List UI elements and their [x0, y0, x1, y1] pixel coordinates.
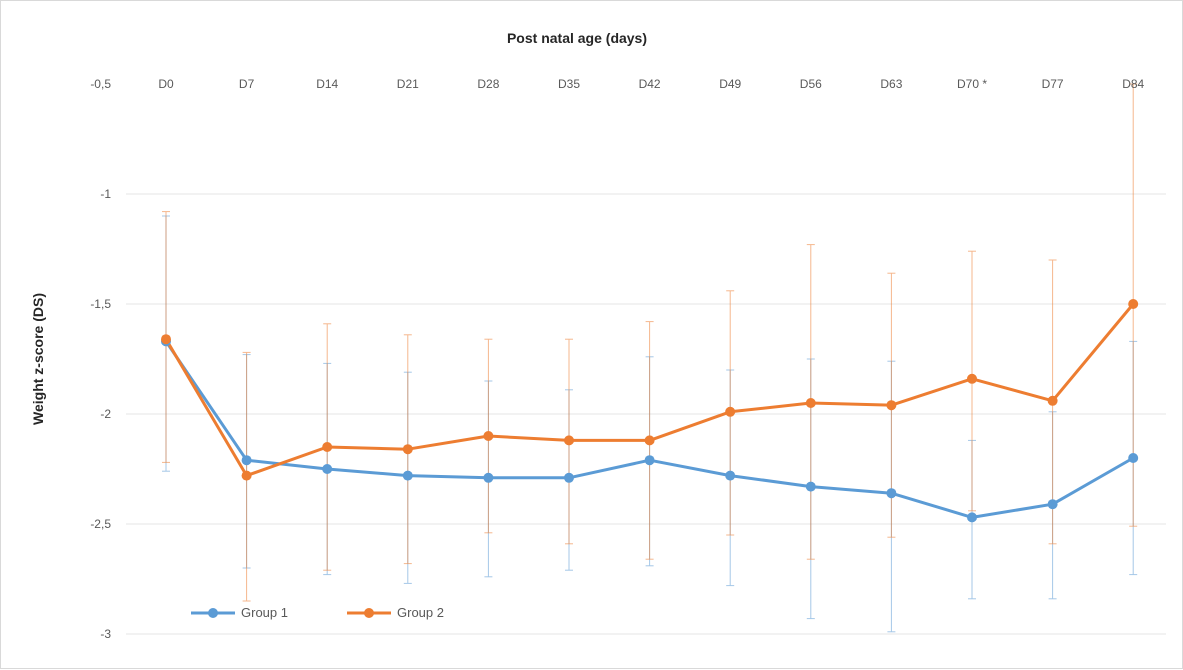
data-point — [805, 398, 816, 408]
x-tick-label: D70 * — [957, 77, 987, 91]
data-point — [241, 470, 252, 481]
data-point — [967, 373, 977, 384]
data-point — [644, 435, 655, 446]
data-point — [483, 472, 494, 483]
data-point — [322, 464, 333, 474]
y-tick-label: -2 — [100, 407, 111, 421]
error-bars — [162, 83, 1138, 633]
data-point — [322, 442, 333, 452]
x-tick-label: D14 — [316, 77, 338, 91]
x-tick-label: D21 — [397, 77, 419, 91]
data-point — [1047, 395, 1058, 406]
x-tick-label: D49 — [719, 77, 741, 91]
data-point — [402, 470, 413, 481]
data-point — [161, 334, 171, 345]
chart-title: Post natal age (days) — [507, 30, 647, 46]
x-tick-label: D35 — [558, 77, 580, 91]
legend-marker — [364, 608, 374, 618]
x-tick-label: D84 — [1122, 77, 1144, 91]
data-point — [805, 481, 816, 492]
legend-marker — [208, 608, 218, 618]
gridlines — [126, 193, 1166, 635]
data-point — [725, 470, 736, 481]
x-tick-label: D7 — [239, 77, 255, 91]
legend-label: Group 2 — [397, 605, 444, 620]
data-point — [564, 435, 574, 446]
data-point — [886, 400, 897, 411]
legend: Group 1 Group 2 — [191, 605, 444, 620]
axis-labels: Post natal age (days) Weight z-score (DS… — [30, 30, 1145, 641]
data-point — [1128, 453, 1139, 463]
y-axis-title: Weight z-score (DS) — [30, 293, 46, 425]
y-tick-label: -1 — [100, 187, 111, 201]
data-point — [1128, 299, 1139, 309]
x-tick-label: D0 — [158, 77, 174, 91]
y-tick-label: -1,5 — [90, 297, 111, 311]
data-point — [1047, 499, 1058, 510]
y-tick-label: -2,5 — [90, 517, 111, 531]
data-point — [644, 455, 655, 466]
legend-label: Group 1 — [241, 605, 288, 620]
data-point — [725, 406, 736, 417]
data-point — [402, 444, 413, 455]
data-point — [241, 455, 252, 466]
data-point — [483, 431, 494, 441]
x-tick-label: D63 — [880, 77, 902, 91]
data-point — [564, 472, 574, 483]
y-tick-label: -3 — [100, 627, 111, 641]
data-point — [886, 488, 897, 499]
y-tick-label: -0,5 — [90, 77, 111, 91]
x-tick-label: D77 — [1042, 77, 1064, 91]
x-tick-label: D56 — [800, 77, 822, 91]
x-tick-label: D28 — [477, 77, 499, 91]
data-point — [967, 512, 977, 523]
series-points — [161, 299, 1139, 523]
x-tick-label: D42 — [639, 77, 661, 91]
